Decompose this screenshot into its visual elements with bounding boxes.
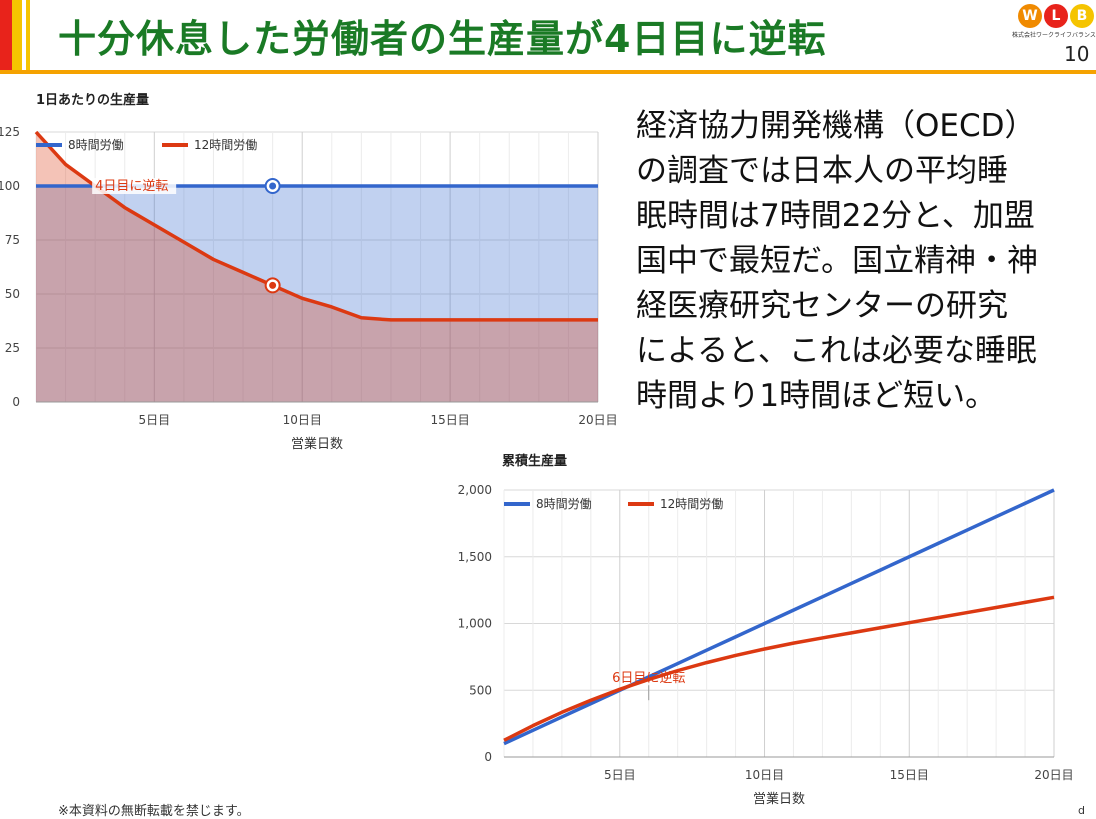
body-line: の調査では日本人の平均睡 [636, 153, 1008, 189]
legend-label-1: 8時間労働 [68, 138, 124, 152]
slide-title: 十分休息した労働者の生産量が4日目に逆転 [58, 17, 827, 61]
y-tick-label: 50 [5, 287, 20, 301]
title-underline [0, 70, 1096, 74]
y-tick-label: 25 [5, 341, 20, 355]
daily-production-chart: 1日あたりの生産量 0 25 50 75 100 125 5日目 10日目 15日目 20日目営業日… [0, 92, 618, 452]
y-tick-label: 125 [0, 125, 20, 139]
logo-letter-l: L [1044, 4, 1068, 28]
series-line-2 [503, 595, 1055, 742]
x-tick-label: 5日目 [138, 413, 170, 427]
y-tick-label: 100 [0, 179, 20, 193]
page-number: 10 [1064, 42, 1090, 66]
x-tick-label: 5日目 [604, 768, 636, 782]
x-axis-title: 営業日数 [753, 791, 805, 807]
logo-letter-w: W [1018, 4, 1042, 28]
corner-mark: d [1078, 804, 1085, 817]
y-tick-label: 1,000 [458, 617, 492, 631]
chart-title: 累積生産量 [502, 453, 567, 469]
company-logo: W L B [1018, 4, 1094, 30]
y-tick-label: 0 [12, 395, 20, 409]
x-tick-label: 20日目 [1034, 768, 1073, 782]
body-line: 経医療研究センターの研究 [636, 288, 1008, 324]
series-line-1 [503, 488, 1055, 746]
body-line: 眠時間は7時間22分と、加盟 [636, 198, 1035, 234]
body-line: 国中で最短だ。国立精神・神 [636, 243, 1039, 279]
y-tick-label: 1,500 [458, 550, 492, 564]
x-tick-label: 10日目 [745, 768, 784, 782]
y-tick-label: 500 [469, 683, 492, 697]
logo-subtitle: 株式会社ワークライフバランス [1012, 32, 1096, 39]
legend-label-1: 8時間労働 [536, 497, 592, 511]
annotation-background [92, 178, 177, 194]
body-line: 経済協力開発機構（OECD） [636, 108, 1036, 144]
x-tick-label: 10日目 [283, 413, 322, 427]
logo-letter-b: B [1070, 4, 1094, 28]
x-tick-label: 20日目 [578, 413, 617, 427]
body-line: 時間より1時間ほど短い。 [636, 378, 997, 414]
accent-bar-yellow [12, 0, 22, 70]
legend-label-2: 12時間労働 [194, 138, 257, 152]
x-tick-label: 15日目 [430, 413, 469, 427]
footer-note: ※本資料の無断転載を禁じます。 [58, 804, 250, 819]
y-tick-label: 75 [5, 233, 20, 247]
data-point-marker-dot [269, 281, 277, 289]
accent-bar-thin [26, 0, 30, 70]
annotation-label: 4日目に逆転 [95, 178, 168, 194]
y-tick-label: 2,000 [458, 483, 492, 497]
data-point-marker-dot [269, 182, 277, 190]
legend-label-2: 12時間労働 [660, 497, 723, 511]
accent-bar-red [0, 0, 12, 70]
series-line-2 [34, 130, 598, 322]
body-text: 経済協力開発機構（OECD） の調査では日本人の平均睡 眠時間は7時間22分と、… [636, 104, 1086, 419]
chart-title: 1日あたりの生産量 [36, 92, 149, 108]
body-line: によると、これは必要な睡眠 [636, 333, 1037, 369]
cumulative-production-chart: 累積生産量 0 500 1,000 1,500 2,000 5日目 10日目 15日目 20日目営… [458, 453, 1074, 807]
annotation-label: 6日目に逆転 [612, 670, 685, 686]
x-tick-label: 15日目 [890, 768, 929, 782]
x-axis-title: 営業日数 [291, 436, 343, 452]
area-fill-1 [36, 186, 598, 402]
area-fill-2 [36, 132, 598, 402]
y-tick-label: 0 [484, 750, 492, 764]
